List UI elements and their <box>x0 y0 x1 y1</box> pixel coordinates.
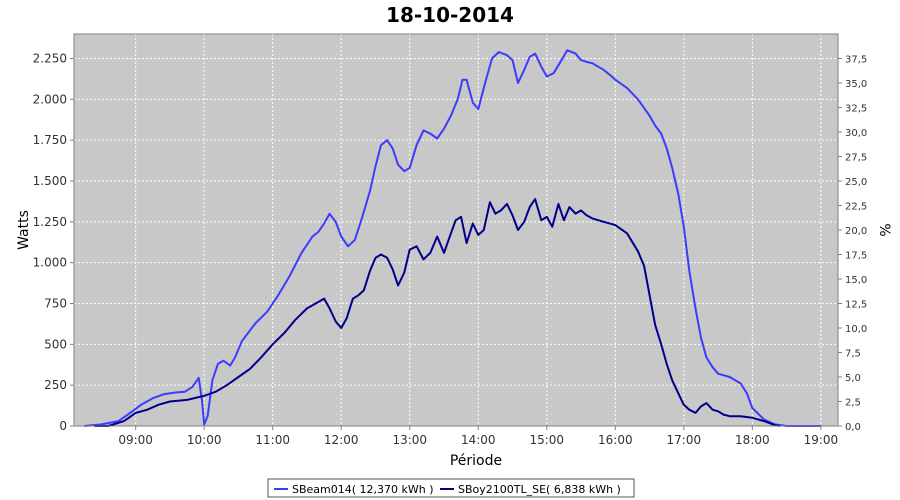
legend-entry-2: SBoy2100TL_SE( 6,838 kWh ) <box>458 483 621 496</box>
x-tick-label: 16:00 <box>598 433 633 447</box>
y2-axis-label: % <box>876 223 892 236</box>
y2-tick-label: 2,5 <box>845 398 861 409</box>
y2-tick-label: 10,0 <box>845 324 867 335</box>
x-axis: 09:00 10:00 11:00 12:00 13:00 14:00 15:00 16:00… <box>118 426 838 447</box>
y2-tick-label: 27,5 <box>845 153 867 164</box>
x-tick-label: 19:00 <box>804 433 839 447</box>
y-tick-label: 750 <box>44 297 67 311</box>
y2-tick-label: 5,0 <box>845 373 861 384</box>
y2-tick-label: 12,5 <box>845 300 867 311</box>
y-tick-label: 500 <box>44 337 67 351</box>
x-tick-label: 09:00 <box>118 433 153 447</box>
y-tick-label: 2.000 <box>33 92 67 106</box>
chart-title: 18-10-2014 <box>386 3 514 27</box>
y2-tick-label: 35,0 <box>845 79 867 90</box>
x-tick-label: 11:00 <box>255 433 290 447</box>
y-tick-label: 2.250 <box>33 52 67 66</box>
series-layer <box>84 49 821 427</box>
y-axis-label: Watts <box>16 210 32 250</box>
y2-tick-label: 22,5 <box>845 202 867 213</box>
y-axis-right: 0,0 2,5 5,0 7,5 10,0 12,5 15,0 17,5 20,0 22,5 25,0… <box>838 55 867 433</box>
y2-tick-label: 20,0 <box>845 226 867 237</box>
y2-tick-label: 7,5 <box>845 349 861 360</box>
x-tick-label: 14:00 <box>461 433 496 447</box>
y2-tick-label: 15,0 <box>845 275 867 286</box>
y2-tick-label: 37,5 <box>845 55 867 66</box>
x-tick-label: 12:00 <box>324 433 359 447</box>
series-line-2 <box>94 198 780 427</box>
x-tick-label: 17:00 <box>667 433 702 447</box>
x-tick-label: 13:00 <box>392 433 427 447</box>
y-tick-label: 1.750 <box>33 133 67 147</box>
series-line-1 <box>84 49 821 427</box>
plot-area <box>74 34 838 426</box>
legend-entry-1: SBeam014( 12,370 kWh ) <box>292 483 434 496</box>
y2-tick-label: 25,0 <box>845 177 867 188</box>
y-tick-label: 1.250 <box>33 215 67 229</box>
x-tick-label: 15:00 <box>529 433 564 447</box>
y-tick-label: 1.000 <box>33 256 67 270</box>
x-tick-label: 18:00 <box>735 433 770 447</box>
y2-tick-label: 0,0 <box>845 422 861 433</box>
y2-tick-label: 32,5 <box>845 104 867 115</box>
x-axis-label: Période <box>450 453 502 469</box>
legend: SBeam014( 12,370 kWh ) SBoy2100TL_SE( 6,8… <box>274 483 621 496</box>
y-tick-label: 1.500 <box>33 174 67 188</box>
x-tick-label: 10:00 <box>187 433 222 447</box>
y2-tick-label: 17,5 <box>845 251 867 262</box>
y-tick-label: 250 <box>44 378 67 392</box>
y-axis-left: 0 250 500 750 1.000 1.250 1.500 1.750 2.000 2.250 <box>33 52 74 433</box>
y2-tick-label: 30,0 <box>845 128 867 139</box>
y-tick-label: 0 <box>59 419 67 433</box>
